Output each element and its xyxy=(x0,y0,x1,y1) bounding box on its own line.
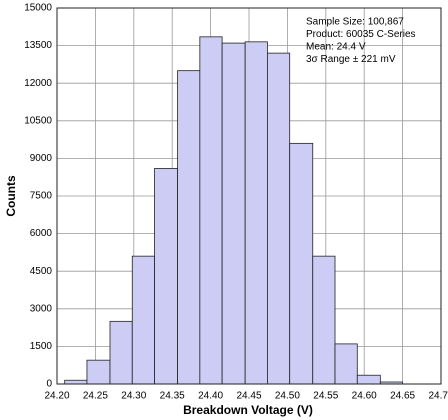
y-tick-label: 13500 xyxy=(24,40,52,51)
bar xyxy=(154,168,178,385)
bar xyxy=(64,379,88,385)
x-tick-label: 24.25 xyxy=(83,391,108,402)
annotation: Sample Size: 100,867 xyxy=(306,17,404,28)
y-tick-label: 7500 xyxy=(30,191,53,202)
annotation: Product: 60035 C-Series xyxy=(306,29,416,40)
bar xyxy=(177,70,201,385)
annotation: 3σ Range ± 221 mV xyxy=(306,54,396,65)
y-tick-label: 12000 xyxy=(24,78,52,89)
bar xyxy=(289,142,314,385)
bar xyxy=(244,41,268,385)
x-tick-label: 24.45 xyxy=(236,391,261,402)
bar xyxy=(109,320,133,385)
y-tick-label: 0 xyxy=(46,379,52,390)
x-tick-label: 24.55 xyxy=(313,391,338,402)
x-tick-label: 24.70 xyxy=(428,391,448,402)
bar xyxy=(312,255,336,385)
plot-frame xyxy=(56,7,442,385)
y-tick-label: 3000 xyxy=(30,303,53,314)
bar xyxy=(267,52,291,385)
y-tick-label: 9000 xyxy=(30,153,53,164)
bar xyxy=(221,42,246,385)
x-tick-label: 24.50 xyxy=(275,391,300,402)
x-tick-label: 24.60 xyxy=(352,391,377,402)
y-tick-label: 1500 xyxy=(30,341,53,352)
y-tick-label: 4500 xyxy=(30,266,53,277)
x-tick-label: 24.35 xyxy=(160,391,185,402)
bar xyxy=(131,255,155,385)
x-tick-label: 24.30 xyxy=(121,391,146,402)
y-tick-label: 6000 xyxy=(30,228,53,239)
bar xyxy=(334,343,358,385)
x-axis-label: Breakdown Voltage (V) xyxy=(183,403,313,417)
bar xyxy=(356,374,381,385)
bar xyxy=(199,36,223,385)
y-axis-label: Counts xyxy=(4,175,18,217)
bar xyxy=(86,359,111,385)
x-tick-label: 24.20 xyxy=(44,391,69,402)
x-tick-label: 24.40 xyxy=(198,391,223,402)
annotation: Mean: 24.4 V xyxy=(306,42,366,53)
x-tick-label: 24.65 xyxy=(390,391,415,402)
y-tick-label: 10500 xyxy=(24,115,52,126)
y-tick-label: 15000 xyxy=(24,3,52,14)
